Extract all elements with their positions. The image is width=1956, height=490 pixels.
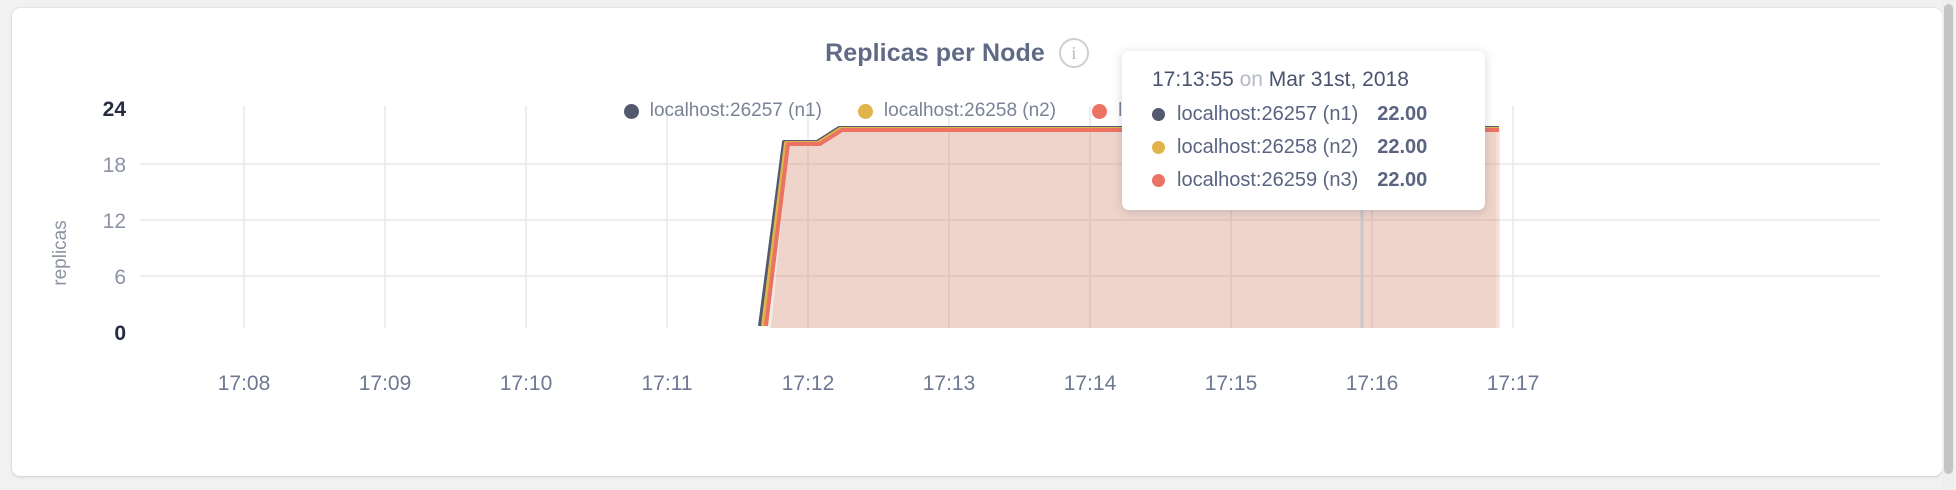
xtick-9: 17:17 [1487,372,1540,395]
tooltip-timestamp: 17:13:55 on Mar 31st, 2018 [1152,68,1463,92]
tooltip-label-n3: localhost:26259 (n3) [1177,169,1359,191]
tooltip-date: Mar 31st, 2018 [1268,68,1409,91]
xtick-4: 17:12 [782,372,835,395]
ytick-12: 12 [103,210,126,233]
scrollbar-thumb[interactable] [1944,4,1953,474]
ytick-24: 24 [103,98,127,121]
legend-dot-n2 [857,103,873,119]
tooltip-row-n1: localhost:26257 (n1) 22.00 [1152,103,1463,126]
xtick-5: 17:13 [923,372,976,395]
series-lines [758,126,1499,327]
gridlines-horizontal [140,163,1880,277]
chart-svg[interactable]: 24 18 12 6 0 replicas 17:08 17:09 17:10 … [12,8,1942,476]
legend-label-n1: localhost:26257 (n1) [649,100,822,121]
tooltip-value-n2: 22.00 [1377,136,1428,158]
info-icon[interactable]: i [1058,38,1089,68]
legend-dot-n3 [1092,103,1108,119]
ytick-6: 6 [114,266,126,289]
legend-dot-n1 [623,103,639,119]
y-axis-label: replicas [50,220,71,285]
ytick-18: 18 [103,154,126,177]
tooltip-on-word: on [1239,68,1263,91]
chart-header: Replicas per Node i [12,38,1902,68]
tooltip-dot-n2 [1152,141,1165,154]
ytick-0: 0 [114,322,126,345]
xtick-0: 17:08 [218,372,271,395]
tooltip-time: 17:13:55 [1152,68,1234,91]
page-title: Replicas per Node [825,38,1045,67]
legend-item-n2[interactable]: localhost:26258 (n2) [857,100,1057,122]
chart-legend: localhost:26257 (n1) localhost:26258 (n2… [12,100,1902,122]
line-n3 [764,128,1499,327]
tooltip-label-n2: localhost:26258 (n2) [1177,136,1359,158]
xtick-1: 17:09 [359,372,412,395]
tooltip-dot-n3 [1152,174,1165,187]
tooltip-row-n3: localhost:26259 (n3) 22.00 [1152,169,1463,192]
tooltip-row-n2: localhost:26258 (n2) 22.00 [1152,136,1463,159]
xtick-8: 17:16 [1346,372,1399,395]
xtick-6: 17:14 [1064,372,1117,395]
hover-tooltip: 17:13:55 on Mar 31st, 2018 localhost:262… [1122,51,1485,210]
legend-label-n2: localhost:26258 (n2) [883,100,1057,121]
chart-card: Replicas per Node i localhost:26257 (n1)… [12,8,1942,476]
plot-area[interactable]: 24 18 12 6 0 replicas 17:08 17:09 17:10 … [12,8,1942,476]
xtick-2: 17:10 [500,372,553,395]
xtick-7: 17:15 [1205,372,1258,395]
tooltip-value-n3: 22.00 [1377,169,1428,191]
tooltip-dot-n1 [1152,108,1165,121]
xtick-3: 17:11 [642,372,693,395]
tooltip-value-n1: 22.00 [1377,103,1428,125]
tooltip-label-n1: localhost:26257 (n1) [1177,103,1359,125]
legend-item-n1[interactable]: localhost:26257 (n1) [623,100,822,122]
